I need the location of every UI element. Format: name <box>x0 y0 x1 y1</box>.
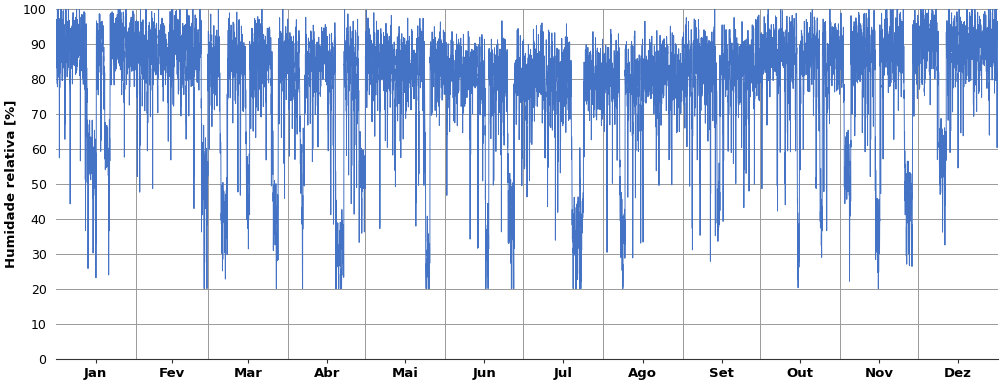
Y-axis label: Humidade relativa [%]: Humidade relativa [%] <box>4 99 17 268</box>
